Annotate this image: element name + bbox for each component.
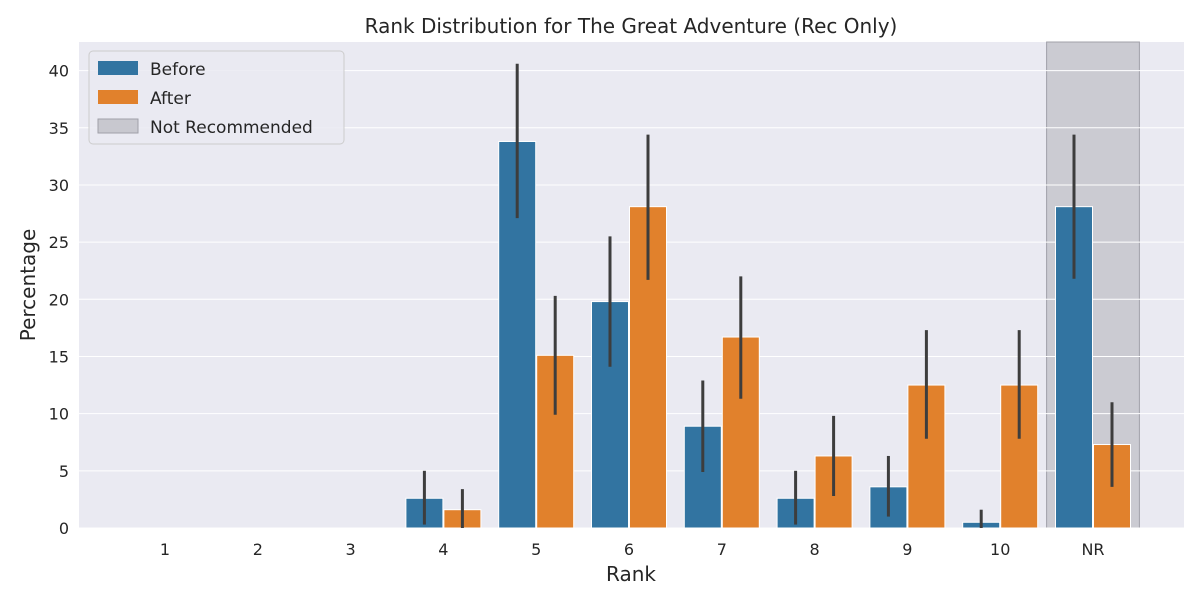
y-tick-label: 35 [49,119,69,138]
x-tick-label: 8 [810,540,820,559]
x-tick-label: 10 [990,540,1010,559]
x-tick-label: 3 [346,540,356,559]
x-tick-label: 4 [438,540,448,559]
legend-swatch [98,90,138,104]
legend-swatch [98,61,138,75]
y-axis-label: Percentage [16,229,40,342]
x-tick-label: NR [1081,540,1104,559]
x-tick-label: 9 [902,540,912,559]
y-tick-label: 0 [59,519,69,538]
y-tick-label: 20 [49,290,69,309]
x-tick-label: 7 [717,540,727,559]
y-tick-label: 25 [49,233,69,252]
y-tick-label: 5 [59,462,69,481]
legend-label: Before [150,60,206,80]
x-axis-label: Rank [606,562,656,586]
y-tick-label: 15 [49,347,69,366]
x-tick-label: 2 [253,540,263,559]
chart-title: Rank Distribution for The Great Adventur… [365,14,898,38]
legend: Before After Not Recommended [88,50,345,145]
legend-label: Not Recommended [150,118,313,138]
x-tick-label: 6 [624,540,634,559]
x-tick-label: 5 [531,540,541,559]
legend-box [88,50,345,145]
x-tick-label: 1 [160,540,170,559]
y-tick-label: 40 [49,62,69,81]
legend-swatch [97,118,139,134]
y-tick-label: 30 [49,176,69,195]
legend-label: After [150,89,191,109]
y-tick-label: 10 [49,405,69,424]
